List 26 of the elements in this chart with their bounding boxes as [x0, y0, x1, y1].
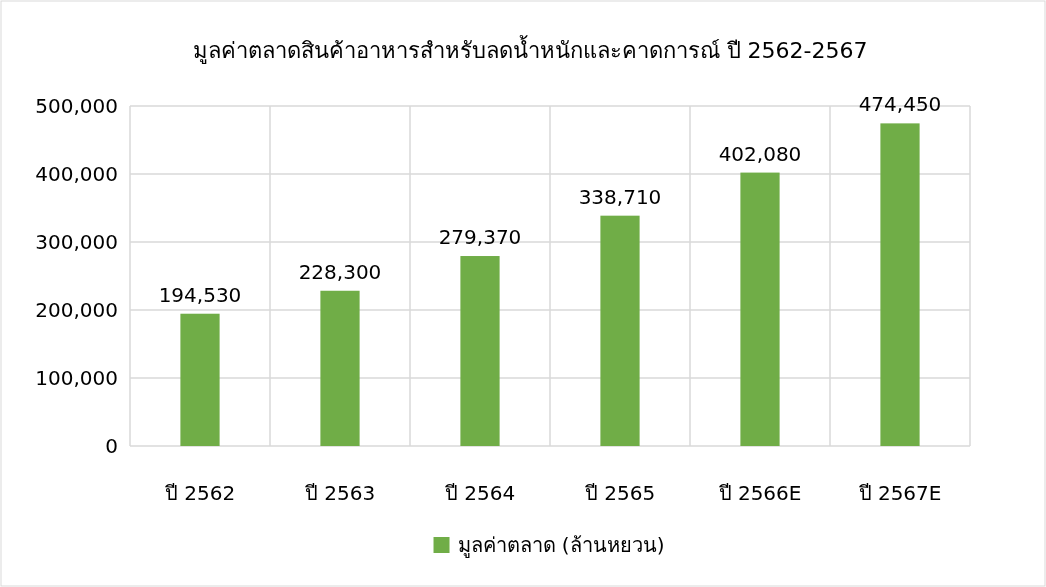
bar: [460, 256, 500, 446]
x-tick-label: ปี 2567E: [858, 481, 942, 505]
x-tick-label: ปี 2564: [444, 481, 516, 505]
bar: [600, 215, 640, 446]
y-tick-label: 400,000: [35, 162, 118, 186]
bar: [740, 172, 780, 446]
data-label: 402,080: [718, 141, 802, 166]
x-tick-label: ปี 2563: [304, 481, 376, 505]
y-tick-label: 300,000: [35, 230, 118, 254]
bar: [880, 123, 920, 446]
x-tick-label: ปี 2562: [164, 481, 236, 505]
x-tick-label: ปี 2566E: [718, 481, 802, 505]
y-tick-label: 0: [105, 434, 118, 458]
x-tick-label: ปี 2565: [584, 481, 656, 505]
y-tick-label: 100,000: [35, 366, 118, 390]
data-label: 279,370: [438, 225, 522, 250]
data-label: 474,450: [858, 92, 942, 117]
data-label: 228,300: [298, 259, 382, 284]
bar: [180, 313, 220, 446]
chart-title: มูลค่าตลาดสินค้าอาหารสำหรับลดน้ำหนักและคาดการณ์ ปี 2562-2567: [192, 35, 868, 64]
y-tick-label: 200,000: [35, 298, 118, 322]
bar: [320, 290, 360, 446]
data-label: 194,530: [158, 282, 242, 307]
legend-label: มูลค่าตลาด (ล้านหยวน): [457, 533, 665, 558]
y-tick-label: 500,000: [35, 94, 118, 118]
data-label: 338,710: [578, 184, 662, 209]
